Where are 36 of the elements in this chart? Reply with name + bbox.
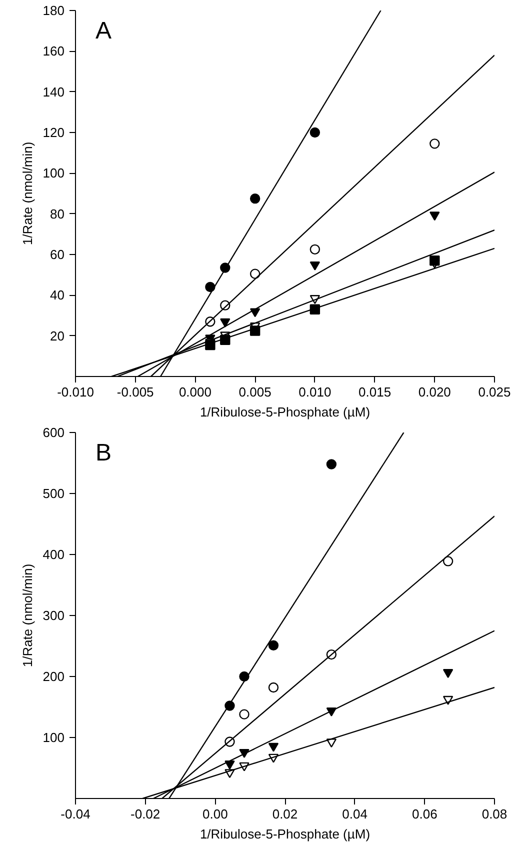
x-tick-label: 0.025	[478, 384, 511, 400]
x-axis-title: 1/Ribulose-5-Phosphate (µM)	[200, 826, 370, 842]
y-tick-label: 80	[50, 206, 65, 222]
y-tick-label: 100	[42, 730, 65, 745]
y-tick-label: 60	[50, 247, 65, 262]
y-tick-label: 400	[42, 547, 65, 562]
x-tick-label: 0.000	[178, 384, 212, 400]
x-axis-title: 1/Ribulose-5-Phosphate (µM)	[200, 404, 370, 420]
y-tick-label: 120	[42, 125, 65, 140]
x-tick-label: 0.04	[342, 806, 368, 822]
x-tick-label: -0.010	[57, 384, 94, 400]
y-tick-label: 500	[42, 486, 65, 501]
y-tick-label: 160	[42, 44, 65, 59]
x-tick-label: -0.02	[130, 806, 160, 822]
x-tick-label: 0.020	[418, 384, 451, 400]
y-tick-label: 140	[42, 84, 65, 100]
y-tick-label: 20	[50, 328, 65, 344]
y-tick-label: 600	[42, 425, 65, 440]
y-tick-label: 180	[42, 3, 65, 18]
x-tick-label: 0.02	[272, 806, 298, 822]
x-tick-label: -0.005	[116, 384, 154, 400]
annotation: A	[96, 18, 112, 44]
y-axis-title: 1/Rate (nmol/min)	[20, 564, 35, 668]
y-axis-title: 1/Rate (nmol/min)	[20, 142, 35, 246]
y-tick-label: 200	[42, 669, 65, 684]
x-tick-label: -0.04	[60, 806, 90, 822]
x-tick-label: 0.00	[202, 806, 228, 822]
y-tick-label: 100	[42, 166, 65, 181]
x-tick-label: 0.005	[238, 384, 272, 400]
y-tick-label: 300	[42, 608, 65, 623]
y-tick-label: 40	[50, 288, 65, 303]
annotation: B	[96, 440, 112, 466]
x-tick-label: 0.010	[298, 384, 332, 400]
x-tick-label: 0.08	[482, 806, 508, 822]
x-tick-label: 0.015	[358, 384, 392, 400]
x-tick-label: 0.06	[412, 806, 438, 822]
